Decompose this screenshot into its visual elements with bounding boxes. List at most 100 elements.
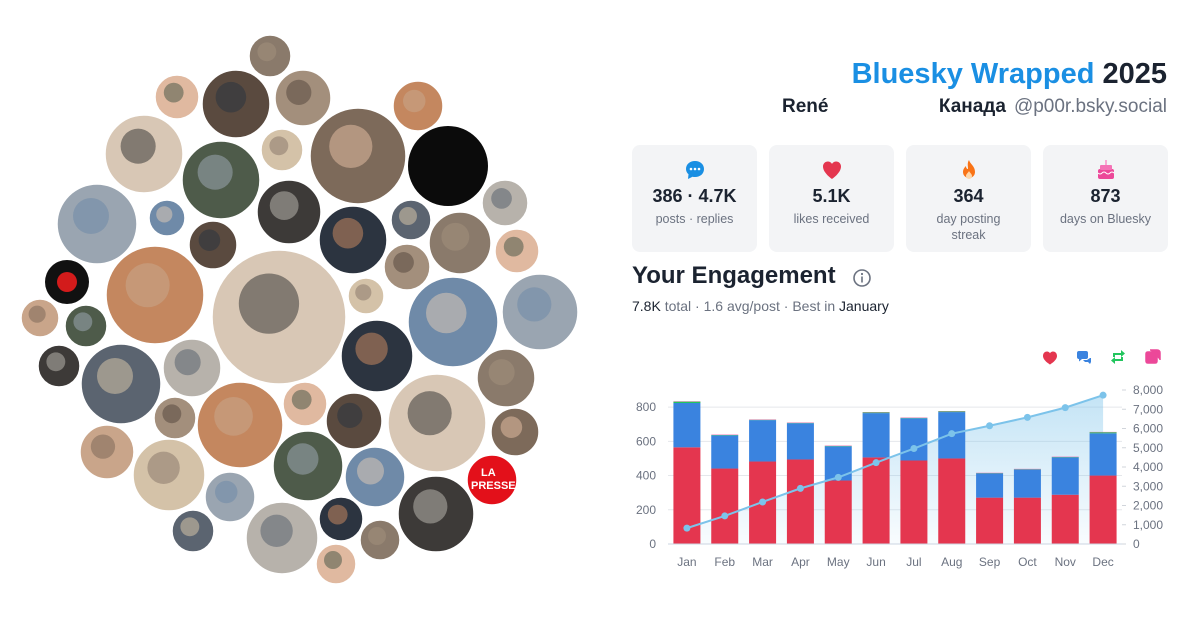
- legend-glyph: [1043, 351, 1057, 365]
- avatar-shade: [198, 229, 221, 251]
- x-tick-label: Nov: [1055, 555, 1076, 569]
- line: [686, 394, 1104, 530]
- avatar-shade: [329, 124, 373, 168]
- avatar-shade: [413, 489, 448, 524]
- avatar-shade: [28, 305, 46, 323]
- total: 7.8K: [632, 298, 661, 314]
- stat-value: 873: [1090, 186, 1121, 206]
- avatar-shade: [517, 287, 552, 322]
- x-tick-label: Apr: [791, 555, 810, 569]
- bar-segment: [711, 468, 739, 544]
- bar-segment: [862, 412, 890, 414]
- bar-segment: [673, 403, 701, 448]
- bar-segment: [938, 411, 966, 413]
- legend-glyph: [1077, 351, 1091, 364]
- bar-segment: [1051, 494, 1079, 544]
- line-point: [759, 498, 767, 506]
- legend-glyph: [1145, 349, 1161, 364]
- info-icon[interactable]: [852, 268, 872, 288]
- avatar-shade: [488, 359, 515, 386]
- stat-card: 873 days on Bluesky: [1043, 145, 1168, 252]
- avatar-shade: [426, 292, 467, 334]
- display-name: René: [782, 96, 829, 117]
- avatar-shade: [215, 81, 247, 113]
- avatar-shade: [197, 154, 233, 190]
- bar-segment: [673, 401, 701, 404]
- legend-icon: [1111, 350, 1125, 364]
- bar-segment: [862, 457, 890, 544]
- avatar-shade: [73, 198, 109, 234]
- avatar-shade: [163, 82, 184, 103]
- x-tick-label: May: [827, 555, 850, 569]
- legend-icon: [1043, 351, 1057, 365]
- icon: [685, 161, 704, 179]
- bar-segment: [900, 460, 928, 544]
- x-tick-label: Jun: [866, 555, 885, 569]
- avatar-shade: [327, 504, 348, 525]
- avatar-shade: [46, 352, 66, 372]
- stat-value: 364: [953, 186, 984, 206]
- bar-segment: [1089, 432, 1117, 434]
- avatar-shade: [291, 389, 312, 410]
- stat-card: 386 · 4.7K posts · replies: [632, 145, 757, 252]
- bar-segment: [976, 497, 1004, 544]
- section-title: Your Engagement: [632, 262, 836, 289]
- location: Канада: [938, 96, 1006, 117]
- avatar-shade: [286, 79, 312, 105]
- stat-card: 364 day posting streak: [906, 145, 1031, 252]
- stat-label: posts · replies: [655, 212, 734, 226]
- best-month: January: [839, 298, 889, 314]
- bar-segment: [711, 435, 739, 469]
- location-handle: Канада @p00r.bsky.social: [939, 96, 1167, 118]
- stat-card: 5.1K likes received: [769, 145, 894, 252]
- stat-label: day posting streak: [936, 212, 1001, 242]
- avatar-shade: [491, 188, 512, 209]
- avatar: [466, 454, 518, 506]
- stat-label: days on Bluesky: [1059, 212, 1152, 226]
- icon: [822, 161, 841, 179]
- line-point: [872, 459, 880, 467]
- bar-segment: [900, 418, 928, 461]
- y2-tick-label: 4,000: [1133, 460, 1163, 474]
- y2-tick-label: 7,000: [1133, 402, 1163, 416]
- line-point: [1023, 413, 1031, 421]
- bar-segment: [1051, 457, 1079, 495]
- avatar-shade: [180, 517, 200, 537]
- x-tick-label: Jul: [906, 555, 921, 569]
- x-tick-label: Oct: [1018, 555, 1037, 569]
- avatar-shade: [337, 402, 363, 428]
- avatar-shade: [174, 349, 201, 376]
- x-tick-label: Dec: [1092, 555, 1113, 569]
- icon: [962, 160, 975, 179]
- avatar-shade: [403, 89, 426, 113]
- y2-tick-label: 0: [1133, 537, 1140, 551]
- stat-label: likes received: [793, 212, 870, 226]
- x-tick-label: Sep: [979, 555, 1001, 569]
- line-point: [796, 484, 804, 492]
- avatar-shade: [73, 312, 93, 332]
- avatar-shade: [215, 480, 238, 504]
- line-point: [1061, 404, 1069, 412]
- avatar-text: PRESSE: [471, 480, 516, 492]
- legend-icon: [1145, 349, 1161, 364]
- avatar-shade: [399, 207, 417, 225]
- avatar-shade: [500, 416, 523, 439]
- avatar-shade: [503, 236, 524, 257]
- avatar-shade: [97, 358, 133, 394]
- bar-segment: [1089, 475, 1117, 544]
- y-tick-label: 600: [636, 434, 656, 448]
- handle: @p00r.bsky.social: [1013, 96, 1167, 117]
- bar-segment: [749, 420, 777, 462]
- avatar-text: LA: [481, 467, 496, 479]
- bar-segment: [1013, 497, 1041, 544]
- summary-text: total · 1.6 avg/post · Best in: [664, 298, 836, 314]
- y-tick-label: 400: [636, 469, 656, 483]
- line-point: [948, 430, 956, 438]
- bar-segment: [786, 459, 814, 544]
- avatar-shade: [257, 42, 277, 62]
- avatar-eye: [57, 272, 77, 292]
- y2-tick-label: 1,000: [1133, 518, 1163, 532]
- avatar-shade: [260, 514, 293, 547]
- bar-segment: [976, 473, 1004, 498]
